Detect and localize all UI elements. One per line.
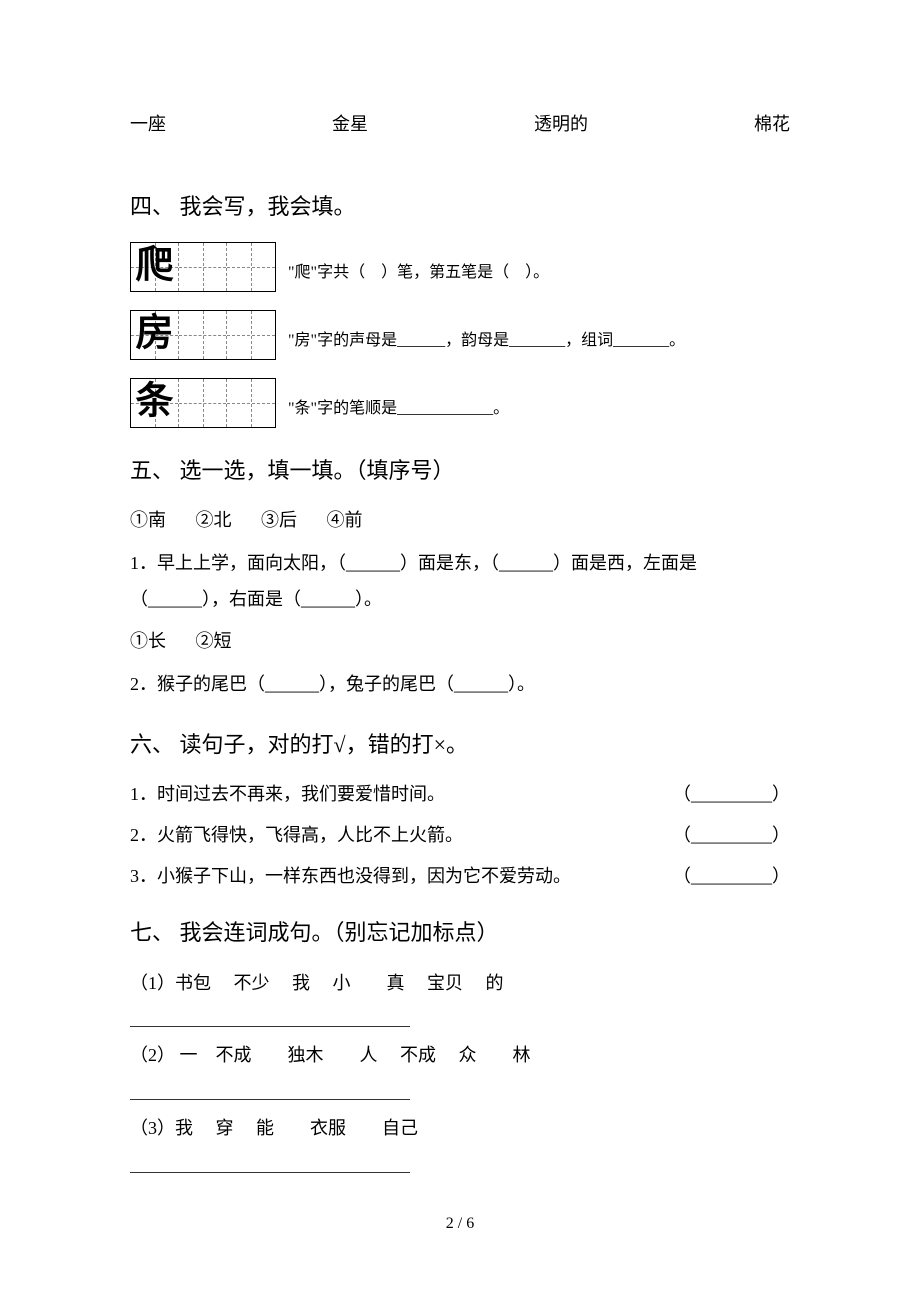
question-5-1: 1．早上上学，面向太阳，（______）面是东，（______）面是西，左面是（… [130, 545, 790, 617]
char-grid: 房 [130, 310, 276, 360]
char-desc: "爬"字共（ ）笔，第五笔是（ ）。 [288, 260, 549, 292]
option: ④前 [327, 506, 363, 535]
text: ）。 [525, 264, 549, 281]
judge-paren: （_________） [650, 821, 790, 850]
section-6-title: 六、 读句子，对的打√，错的打×。 [130, 727, 790, 762]
top-word-row: 一座 金星 透明的 棉花 [130, 110, 790, 139]
judge-paren: （_________） [650, 780, 790, 809]
judge-text: 1．时间过去不再来，我们要爱惜时间。 [130, 780, 650, 809]
option: ②短 [196, 627, 232, 656]
char-grid: 条 [130, 378, 276, 428]
answer-line [130, 1151, 410, 1173]
grid-cell [227, 311, 275, 359]
judge-text: 3．小猴子下山，一样东西也没得到，因为它不爱劳动。 [130, 862, 650, 891]
section-7-title: 七、 我会连词成句。（别忘记加标点） [130, 915, 790, 950]
answer-line [130, 1078, 410, 1100]
sentence-row: （3）我 穿 能 衣服 自己 [130, 1114, 790, 1143]
word: 透明的 [534, 110, 588, 139]
judge-paren: （_________） [650, 862, 790, 891]
option: ②北 [196, 506, 232, 535]
text: ）笔，第五笔是（ [381, 264, 509, 281]
option: ①长 [130, 627, 166, 656]
grid-cell: 房 [131, 311, 179, 359]
char-desc: "房"字的声母是______，韵母是_______，组词_______。 [288, 328, 685, 360]
text: "爬"字共（ [288, 264, 365, 281]
options-line-2: ①长 ②短 [130, 627, 790, 656]
grid-cell [227, 379, 275, 427]
char-row-tiao: 条 "条"字的笔顺是____________。 [130, 378, 790, 428]
question-5-2: 2．猴子的尾巴（______），兔子的尾巴（______）。 [130, 666, 790, 702]
grid-cell [179, 243, 227, 291]
char-grid: 爬 [130, 242, 276, 292]
grid-cell [179, 379, 227, 427]
options-line-1: ①南 ②北 ③后 ④前 [130, 506, 790, 535]
page-number: 2 / 6 [0, 1211, 920, 1237]
grid-cell: 爬 [131, 243, 179, 291]
section-4-title: 四、 我会写，我会填。 [130, 189, 790, 224]
practice-char: 条 [135, 371, 173, 432]
answer-line [130, 1005, 410, 1027]
sentence-row: （1）书包 不少 我 小 真 宝贝 的 [130, 969, 790, 998]
section-5-title: 五、 选一选，填一填。（填序号） [130, 453, 790, 488]
char-row-pa: 爬 "爬"字共（ ）笔，第五笔是（ ）。 [130, 242, 790, 292]
judge-row: 3．小猴子下山，一样东西也没得到，因为它不爱劳动。 （_________） [130, 862, 790, 891]
word: 金星 [332, 110, 368, 139]
judge-text: 2．火箭飞得快，飞得高，人比不上火箭。 [130, 821, 650, 850]
word: 一座 [130, 110, 166, 139]
char-desc: "条"字的笔顺是____________。 [288, 396, 509, 428]
grid-cell: 条 [131, 379, 179, 427]
char-row-fang: 房 "房"字的声母是______，韵母是_______，组词_______。 [130, 310, 790, 360]
practice-char: 爬 [135, 235, 173, 296]
option: ①南 [130, 506, 166, 535]
grid-cell [227, 243, 275, 291]
word: 棉花 [754, 110, 790, 139]
sentence-row: （2） 一 不成 独木 人 不成 众 林 [130, 1041, 790, 1070]
judge-row: 1．时间过去不再来，我们要爱惜时间。 （_________） [130, 780, 790, 809]
judge-row: 2．火箭飞得快，飞得高，人比不上火箭。 （_________） [130, 821, 790, 850]
grid-cell [179, 311, 227, 359]
practice-char: 房 [135, 303, 173, 364]
option: ③后 [261, 506, 297, 535]
